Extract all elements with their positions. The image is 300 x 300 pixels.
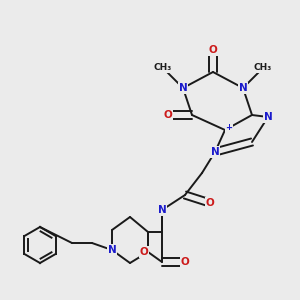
Text: CH₃: CH₃ bbox=[254, 64, 272, 73]
Text: N: N bbox=[108, 245, 116, 255]
Text: O: O bbox=[140, 247, 148, 257]
Text: N: N bbox=[264, 112, 272, 122]
Text: CH₃: CH₃ bbox=[154, 64, 172, 73]
Text: O: O bbox=[206, 198, 214, 208]
Text: N: N bbox=[178, 83, 188, 93]
Text: O: O bbox=[208, 45, 217, 55]
Text: N: N bbox=[238, 83, 247, 93]
Text: O: O bbox=[164, 110, 172, 120]
Text: O: O bbox=[181, 257, 189, 267]
Text: N: N bbox=[158, 205, 166, 215]
Text: +: + bbox=[226, 124, 232, 133]
Text: N: N bbox=[211, 147, 219, 157]
